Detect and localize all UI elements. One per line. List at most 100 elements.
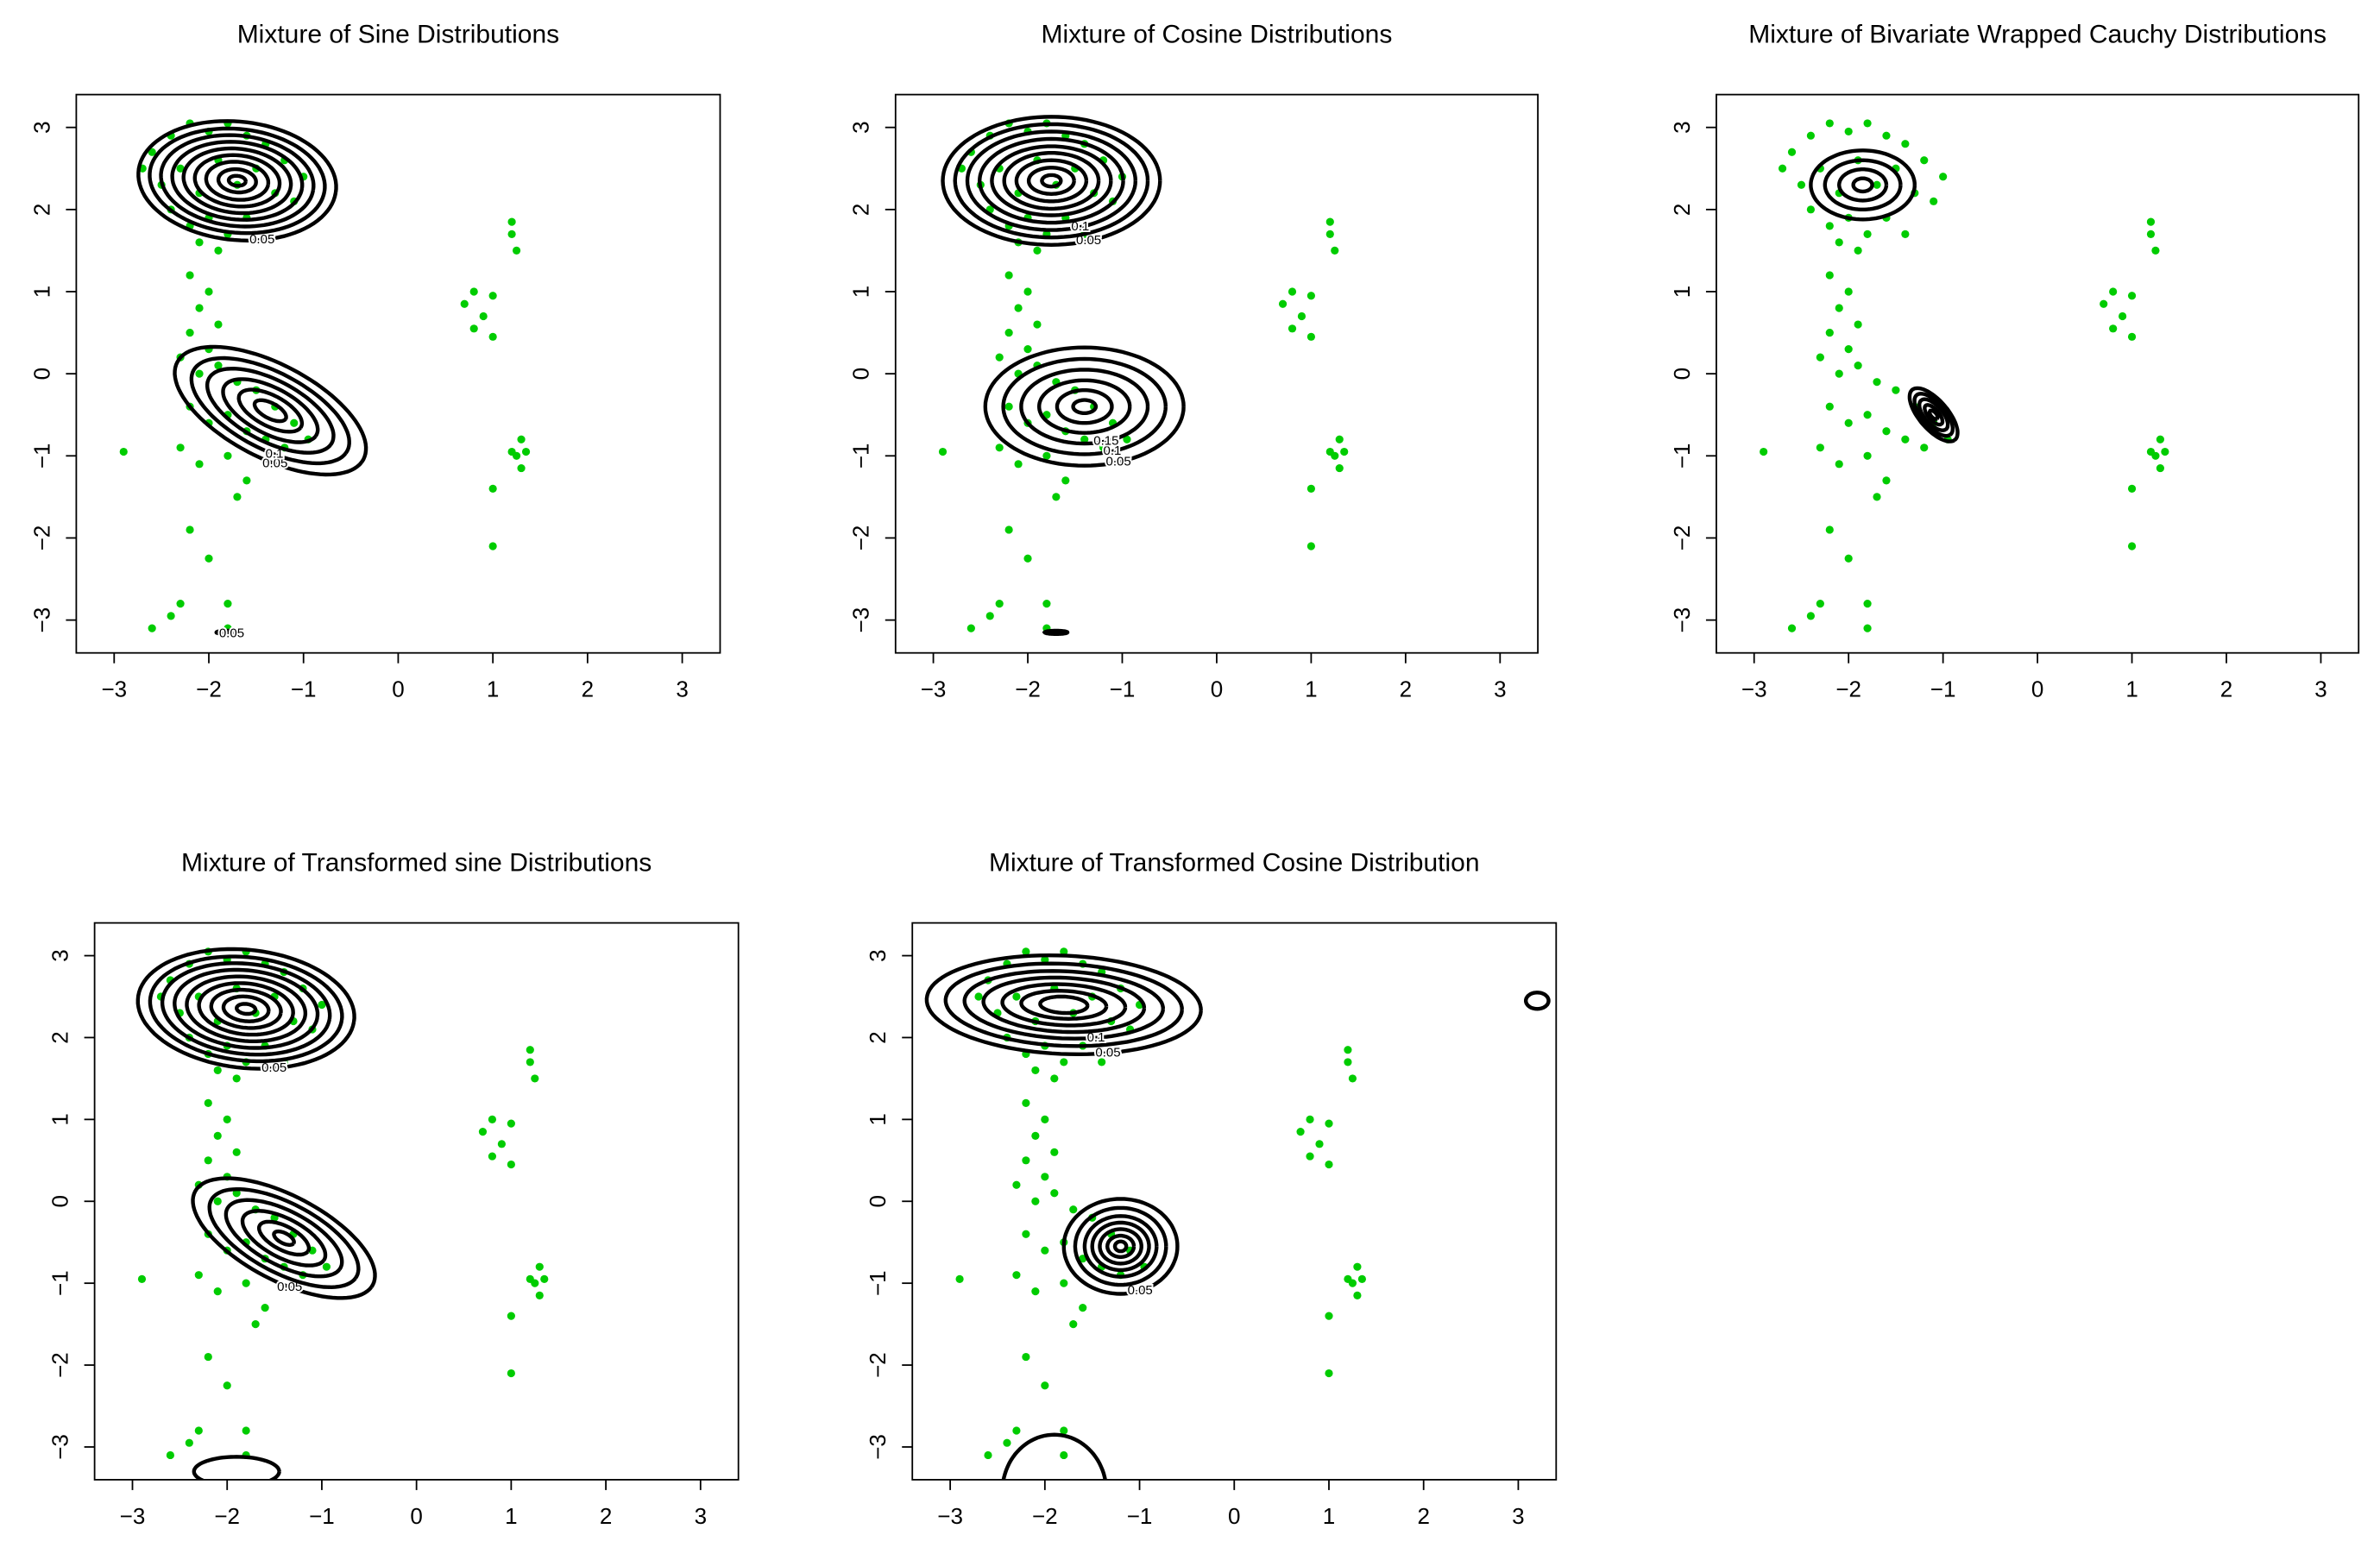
contour-line xyxy=(924,953,1203,1057)
x-tick-label: −3 xyxy=(921,676,947,702)
point xyxy=(1335,435,1344,444)
point xyxy=(1325,230,1334,238)
point xyxy=(1288,287,1297,296)
contour-line xyxy=(953,122,1150,240)
x-tick-label: 1 xyxy=(1305,676,1317,702)
point xyxy=(1825,222,1834,230)
plot-area: 0.050.10.050.10.15 xyxy=(938,115,1349,636)
x-tick-label: −3 xyxy=(1741,676,1767,702)
y-tick-label: 1 xyxy=(28,286,54,298)
point xyxy=(507,1368,515,1378)
point xyxy=(507,1312,515,1320)
point xyxy=(531,1074,539,1083)
x-tick-label: −1 xyxy=(1930,676,1956,702)
point xyxy=(1863,230,1872,238)
point xyxy=(1882,131,1891,140)
contour-line xyxy=(1105,1233,1136,1259)
contour-label: 0.05 xyxy=(249,232,274,247)
point xyxy=(176,164,185,173)
point xyxy=(1335,463,1344,473)
x-tick-label: −2 xyxy=(196,676,222,702)
contour-line xyxy=(1927,408,1940,421)
point xyxy=(1357,1274,1366,1284)
point xyxy=(1060,1450,1068,1460)
point xyxy=(1835,460,1843,469)
point xyxy=(507,230,516,238)
point xyxy=(1331,246,1339,255)
point xyxy=(488,484,497,493)
point xyxy=(1079,1304,1087,1312)
point xyxy=(242,1426,250,1435)
point xyxy=(1778,164,1787,173)
point xyxy=(2146,217,2156,226)
point xyxy=(526,1046,534,1054)
point xyxy=(984,1450,992,1460)
point xyxy=(195,460,204,469)
contour-line xyxy=(990,144,1113,217)
point xyxy=(517,463,526,473)
point xyxy=(1022,1230,1030,1238)
contour-line xyxy=(1002,151,1101,211)
contour-line xyxy=(209,987,283,1030)
contour-label: 0.05 xyxy=(1095,1045,1120,1060)
contour-line xyxy=(941,115,1162,248)
y-tick-label: −1 xyxy=(865,1270,891,1296)
y-tick-label: −1 xyxy=(1669,443,1695,469)
point xyxy=(176,444,185,452)
chart-title: Mixture of Cosine Distributions xyxy=(1042,21,1393,49)
plot-area xyxy=(1760,119,2169,632)
contour-line xyxy=(191,1176,377,1300)
y-tick-label: −2 xyxy=(28,525,54,551)
contour-line xyxy=(214,628,242,636)
point xyxy=(1050,1074,1059,1083)
point xyxy=(540,1274,549,1284)
contour-line xyxy=(1014,158,1089,204)
point xyxy=(223,1115,231,1123)
point xyxy=(1306,292,1315,300)
point xyxy=(2151,246,2160,255)
point xyxy=(213,1197,222,1205)
point xyxy=(1835,304,1843,312)
x-tick-label: −3 xyxy=(120,1503,146,1529)
point xyxy=(1099,444,1108,452)
point xyxy=(185,1438,193,1447)
point xyxy=(1012,992,1021,1001)
point xyxy=(507,447,516,456)
point xyxy=(1050,1189,1059,1198)
point xyxy=(469,287,478,296)
x-tick-label: −1 xyxy=(309,1503,335,1529)
x-tick-label: 2 xyxy=(1400,676,1412,702)
point xyxy=(1023,287,1032,296)
x-tick-label: 1 xyxy=(487,676,499,702)
point xyxy=(1835,238,1843,247)
point xyxy=(1069,1205,1078,1214)
point xyxy=(1825,402,1834,411)
contour-line xyxy=(1073,1205,1168,1287)
point xyxy=(507,1119,515,1128)
point xyxy=(469,324,478,333)
point xyxy=(1825,271,1834,280)
point xyxy=(1031,1131,1040,1140)
point xyxy=(1069,1320,1078,1329)
point xyxy=(322,1262,331,1271)
point xyxy=(1050,1148,1059,1156)
x-tick-label: −1 xyxy=(1127,1503,1153,1529)
point xyxy=(1854,362,1862,370)
point xyxy=(2127,484,2137,493)
chart-title: Mixture of Transformed Cosine Distributi… xyxy=(989,849,1480,878)
contour-line xyxy=(943,961,1184,1048)
contour-line xyxy=(205,366,336,455)
point xyxy=(1873,493,1881,501)
y-tick-label: 3 xyxy=(848,121,874,133)
point xyxy=(186,328,194,337)
y-tick-label: 3 xyxy=(865,949,891,961)
point xyxy=(1863,599,1872,608)
point xyxy=(985,612,994,620)
contour-label: 0.05 xyxy=(1060,1538,1085,1553)
point xyxy=(213,1287,222,1296)
chart-title: Mixture of Bivariate Wrapped Cauchy Dist… xyxy=(1748,21,2326,49)
point xyxy=(1052,493,1061,501)
point xyxy=(1825,328,1834,337)
contour-line xyxy=(197,981,295,1037)
contour-line xyxy=(160,961,332,1057)
